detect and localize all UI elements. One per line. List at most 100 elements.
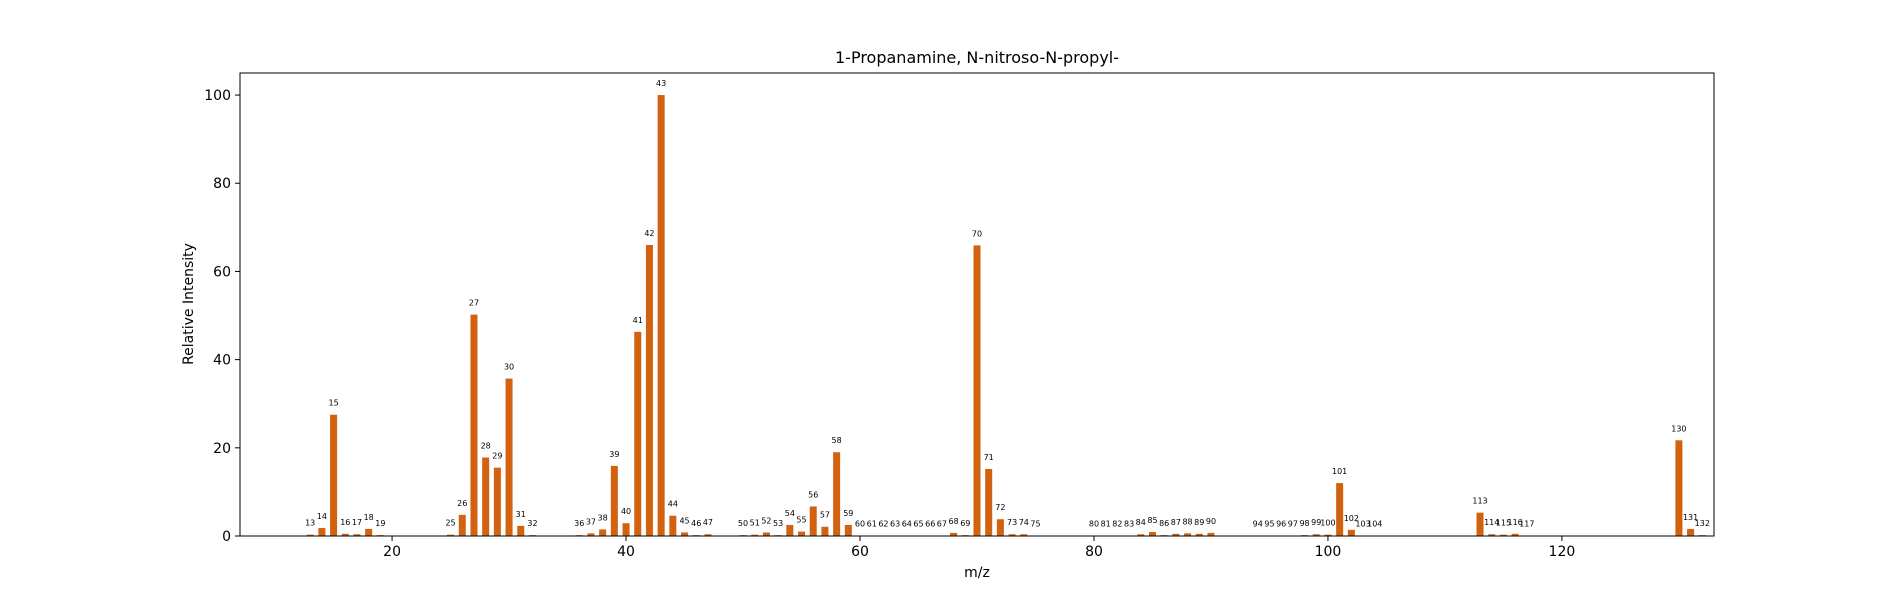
bar-mz-28 [482, 458, 489, 536]
x-tick-label-80: 80 [1085, 544, 1103, 560]
y-tick-label-80: 80 [213, 176, 231, 192]
bar-label-mz-52: 52 [761, 516, 771, 525]
bar-label-mz-68: 68 [949, 517, 959, 526]
bar-label-mz-89: 89 [1194, 518, 1204, 527]
y-tick-label-20: 20 [213, 441, 231, 457]
bar-mz-85 [1149, 532, 1156, 536]
bar-mz-59 [845, 525, 852, 536]
bar-label-mz-57: 57 [820, 511, 830, 520]
bar-label-mz-59: 59 [843, 509, 853, 518]
x-tick-label-60: 60 [851, 544, 869, 560]
bar-mz-72 [997, 519, 1004, 536]
bar-label-mz-46: 46 [691, 519, 701, 528]
bar-label-mz-67: 67 [937, 520, 947, 529]
bar-label-mz-56: 56 [808, 490, 818, 499]
bar-label-mz-29: 29 [492, 452, 502, 461]
y-axis-label: Relative Intensity [181, 243, 197, 365]
bar-label-mz-83: 83 [1124, 520, 1134, 529]
bar-label-mz-17: 17 [352, 518, 362, 527]
bar-mz-26 [459, 515, 466, 536]
bar-mz-42 [646, 245, 653, 536]
bar-mz-15 [330, 415, 337, 536]
bar-mz-27 [470, 315, 477, 536]
bar-label-mz-117: 117 [1519, 520, 1534, 529]
bar-label-mz-94: 94 [1253, 520, 1263, 529]
bar-mz-43 [658, 95, 665, 536]
bar-mz-54 [786, 525, 793, 536]
bar-label-mz-61: 61 [867, 520, 877, 529]
x-axis-ticks: 20 40 60 80 100 120 [383, 536, 1575, 560]
bar-label-mz-58: 58 [832, 436, 842, 445]
bar-label-mz-47: 47 [703, 518, 713, 527]
bar-label-mz-73: 73 [1007, 518, 1017, 527]
bar-label-mz-41: 41 [633, 316, 643, 325]
bar-label-mz-27: 27 [469, 299, 479, 308]
bar-label-mz-38: 38 [598, 513, 608, 522]
bar-label-mz-85: 85 [1147, 516, 1157, 525]
bar-mz-41 [634, 332, 641, 536]
x-tick-label-120: 120 [1549, 544, 1576, 560]
bar-mz-130 [1675, 440, 1682, 536]
bar-label-mz-30: 30 [504, 363, 514, 372]
bar-label-mz-88: 88 [1182, 517, 1192, 526]
bar-label-mz-40: 40 [621, 507, 631, 516]
bar-mz-44 [669, 516, 676, 536]
chart-title: 1-Propanamine, N-nitroso-N-propyl- [835, 48, 1119, 67]
bar-mz-39 [611, 466, 618, 536]
bar-label-mz-25: 25 [445, 519, 455, 528]
bar-label-mz-113: 113 [1472, 497, 1487, 506]
bar-label-mz-81: 81 [1101, 520, 1111, 529]
bar-label-mz-98: 98 [1299, 519, 1309, 528]
bar-mz-45 [681, 532, 688, 536]
bar-label-mz-97: 97 [1288, 520, 1298, 529]
bar-label-mz-16: 16 [340, 518, 350, 527]
bar-mz-71 [985, 469, 992, 536]
bar-label-mz-36: 36 [574, 519, 584, 528]
bar-mz-40 [623, 523, 630, 536]
bar-label-mz-18: 18 [364, 513, 374, 522]
bar-label-mz-43: 43 [656, 79, 666, 88]
x-tick-label-100: 100 [1315, 544, 1342, 560]
bar-label-mz-71: 71 [984, 453, 994, 462]
bar-label-mz-90: 90 [1206, 517, 1216, 526]
bar-mz-31 [517, 526, 524, 536]
bar-label-mz-13: 13 [305, 519, 315, 528]
bar-label-mz-75: 75 [1030, 520, 1040, 529]
bar-label-mz-104: 104 [1367, 520, 1382, 529]
bar-mz-102 [1348, 530, 1355, 536]
bar-label-mz-70: 70 [972, 229, 982, 238]
bar-mz-57 [821, 527, 828, 536]
bar-label-mz-50: 50 [738, 519, 748, 528]
bar-mz-131 [1687, 529, 1694, 536]
bar-mz-58 [833, 452, 840, 536]
bar-label-mz-31: 31 [516, 510, 526, 519]
bar-label-mz-132: 132 [1695, 519, 1710, 528]
y-tick-label-40: 40 [213, 353, 231, 369]
bar-label-mz-95: 95 [1264, 520, 1274, 529]
bar-label-mz-86: 86 [1159, 519, 1169, 528]
bar-label-mz-26: 26 [457, 499, 467, 508]
bar-label-mz-84: 84 [1136, 518, 1146, 527]
bar-label-mz-15: 15 [328, 399, 338, 408]
bar-label-mz-65: 65 [913, 520, 923, 529]
bar-label-mz-130: 130 [1671, 424, 1686, 433]
bar-label-mz-37: 37 [586, 517, 596, 526]
bar-label-mz-63: 63 [890, 520, 900, 529]
bars-layer [307, 95, 1706, 536]
bar-mz-18 [365, 529, 372, 536]
x-tick-label-40: 40 [617, 544, 635, 560]
bar-label-mz-45: 45 [679, 516, 689, 525]
bar-mz-70 [973, 245, 980, 536]
bar-label-mz-64: 64 [902, 520, 912, 529]
bar-mz-55 [798, 532, 805, 536]
y-tick-label-0: 0 [222, 529, 231, 545]
bar-label-mz-82: 82 [1112, 520, 1122, 529]
bar-mz-30 [506, 379, 513, 536]
bar-mz-38 [599, 529, 606, 536]
x-tick-label-20: 20 [383, 544, 401, 560]
bar-label-mz-55: 55 [796, 516, 806, 525]
bar-label-mz-54: 54 [785, 509, 795, 518]
bar-label-mz-28: 28 [481, 442, 491, 451]
bar-mz-56 [810, 506, 817, 536]
bar-label-mz-60: 60 [855, 520, 865, 529]
